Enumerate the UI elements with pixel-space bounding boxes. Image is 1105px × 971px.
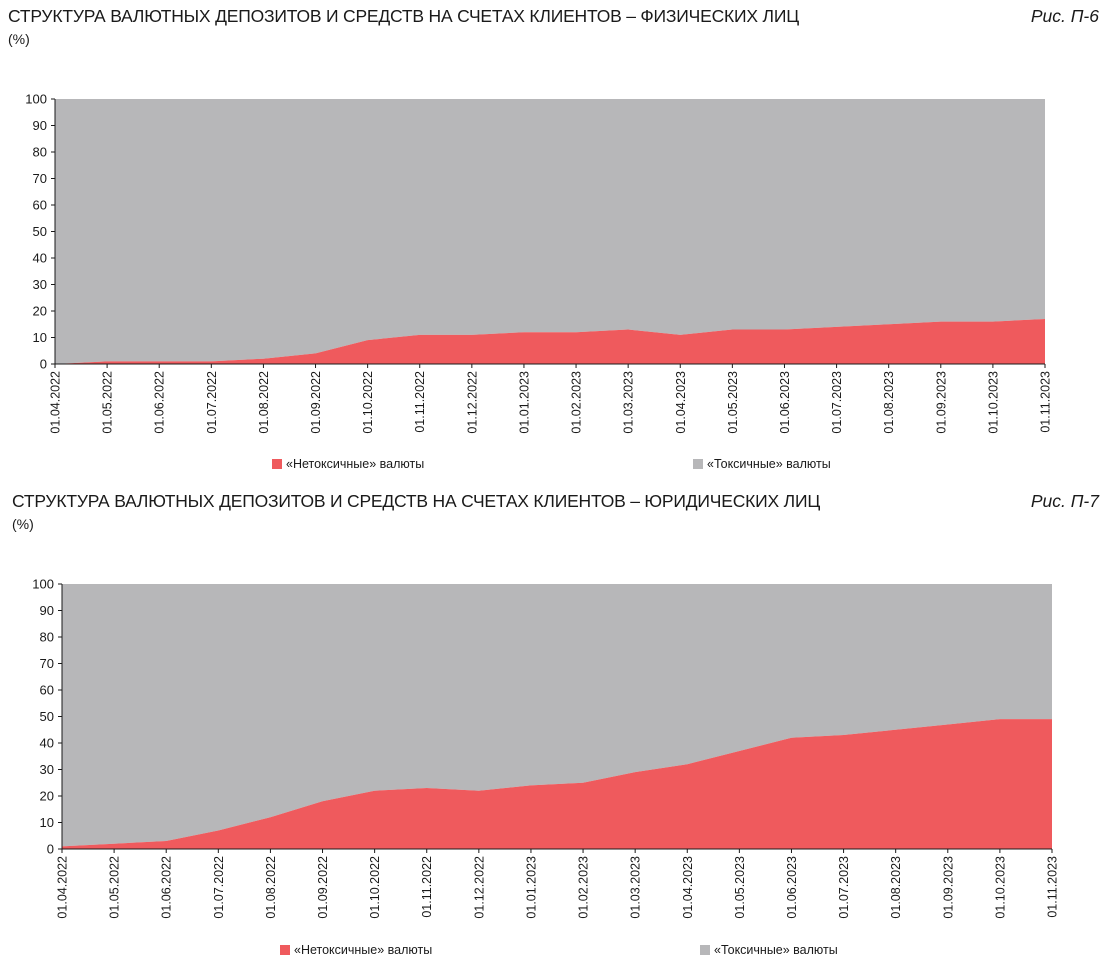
y-tick-label: 40 [33,251,47,266]
legend-swatch-non-toxic [272,459,282,469]
legend-swatch-non-toxic [280,945,290,955]
x-tick-label: 01.11.2022 [413,371,427,433]
y-tick-label: 30 [33,277,47,292]
y-tick-label: 50 [33,224,47,239]
area-chart-individuals: 0 10 20 30 40 50 60 70 80 90 100 01.04.2022 01.05.20… [25,92,1053,434]
x-tick-label: 01.11.2022 [420,856,434,918]
y-tick-label: 10 [40,815,54,830]
x-tick-label: 01.03.2023 [622,371,636,434]
x-tick-label: 01.12.2022 [465,371,479,434]
x-tick-label: 01.01.2023 [517,371,531,434]
x-tick-label: 01.07.2022 [205,371,219,434]
legend-swatch-toxic [700,945,710,955]
x-tick-label: 01.12.2022 [472,856,486,919]
x-tick-label: 01.11.2023 [1039,371,1053,433]
x-tick-label: 01.05.2023 [726,371,740,434]
series-area-non-toxic [62,719,1052,849]
y-tick-label: 100 [32,577,54,592]
y-tick-label: 90 [33,118,47,133]
x-tick-label: 01.08.2023 [882,371,896,434]
figure-label: Рис. П-7 [1030,491,1099,511]
y-tick-label: 70 [33,171,47,186]
x-tick-label: 01.01.2023 [524,856,538,919]
y-tick-label: 80 [40,630,54,645]
x-tick-label: 01.03.2023 [629,856,643,919]
x-tick-label: 01.08.2022 [257,371,271,434]
legend-label: «Токсичные» валюты [714,943,838,957]
x-tick-label: 01.10.2022 [361,371,375,434]
x-tick-label: 01.04.2023 [681,856,695,919]
x-tick-label: 01.05.2022 [108,856,122,919]
legend-item-non-toxic: «Нетоксичные» валюты [272,457,424,471]
chart-panel-legal-entities: СТРУКТУРА ВАЛЮТНЫХ ДЕПОЗИТОВ И СРЕДСТВ Н… [0,485,1105,971]
legend-swatch-toxic [693,459,703,469]
legend-label: «Нетоксичные» валюты [286,457,425,471]
x-tick-label: 01.07.2023 [830,371,844,434]
x-tick-label: 01.09.2022 [316,856,330,919]
series-area-non-toxic [55,318,1045,364]
x-tick-label: 01.06.2023 [785,856,799,919]
x-tick-label: 01.06.2022 [153,371,167,434]
chart-title: СТРУКТУРА ВАЛЮТНЫХ ДЕПОЗИТОВ И СРЕДСТВ Н… [12,491,821,511]
y-tick-label: 0 [40,357,47,372]
y-tick-label: 20 [33,304,47,319]
x-tick-label: 01.11.2023 [1046,856,1060,918]
x-tick-label: 01.07.2022 [212,856,226,919]
series-area-toxic [55,99,1045,364]
x-tick-label: 01.02.2023 [577,856,591,919]
y-tick-label: 10 [33,330,47,345]
x-tick-label: 01.09.2023 [941,856,955,919]
x-tick-label: 01.08.2022 [264,856,278,919]
x-tick-label: 01.02.2023 [570,371,584,434]
x-tick-label: 01.04.2022 [49,371,63,434]
x-tick-label: 01.09.2023 [934,371,948,434]
x-tick-label: 01.10.2022 [368,856,382,919]
y-tick-label: 80 [33,145,47,160]
x-tick-label: 01.09.2022 [309,371,323,434]
x-tick-label: 01.04.2022 [56,856,70,919]
y-tick-label: 90 [40,603,54,618]
x-tick-label: 01.07.2023 [837,856,851,919]
y-tick-label: 60 [40,683,54,698]
y-axis-unit: (%) [12,516,34,532]
x-tick-label: 01.05.2023 [733,856,747,919]
area-chart-legal-entities: 0 10 20 30 40 50 60 70 80 90 100 01.04.2022 01.05.20… [32,577,1060,919]
y-tick-label: 60 [33,198,47,213]
legend-label: «Токсичные» валюты [707,457,831,471]
y-tick-label: 100 [25,92,47,107]
figure-label: Рис. П-6 [1030,6,1099,26]
x-tick-label: 01.06.2022 [160,856,174,919]
y-tick-label: 70 [40,656,54,671]
y-tick-label: 50 [40,709,54,724]
y-tick-label: 0 [47,842,54,857]
x-tick-label: 01.10.2023 [986,371,1000,434]
legend-label: «Нетоксичные» валюты [294,943,433,957]
series-area-toxic [62,584,1052,847]
x-tick-label: 01.04.2023 [674,371,688,434]
y-tick-label: 30 [40,762,54,777]
chart-title: СТРУКТУРА ВАЛЮТНЫХ ДЕПОЗИТОВ И СРЕДСТВ Н… [8,6,799,26]
x-tick-label: 01.05.2022 [101,371,115,434]
x-tick-label: 01.06.2023 [778,371,792,434]
y-tick-label: 40 [40,736,54,751]
x-tick-label: 01.08.2023 [889,856,903,919]
y-axis-unit: (%) [8,31,30,47]
legend-item-toxic: «Токсичные» валюты [693,457,831,471]
chart-panel-individuals: СТРУКТУРА ВАЛЮТНЫХ ДЕПОЗИТОВ И СРЕДСТВ Н… [0,0,1105,485]
legend-item-toxic: «Токсичные» валюты [700,943,838,957]
y-tick-label: 20 [40,789,54,804]
legend-item-non-toxic: «Нетоксичные» валюты [280,943,432,957]
x-tick-label: 01.10.2023 [993,856,1007,919]
